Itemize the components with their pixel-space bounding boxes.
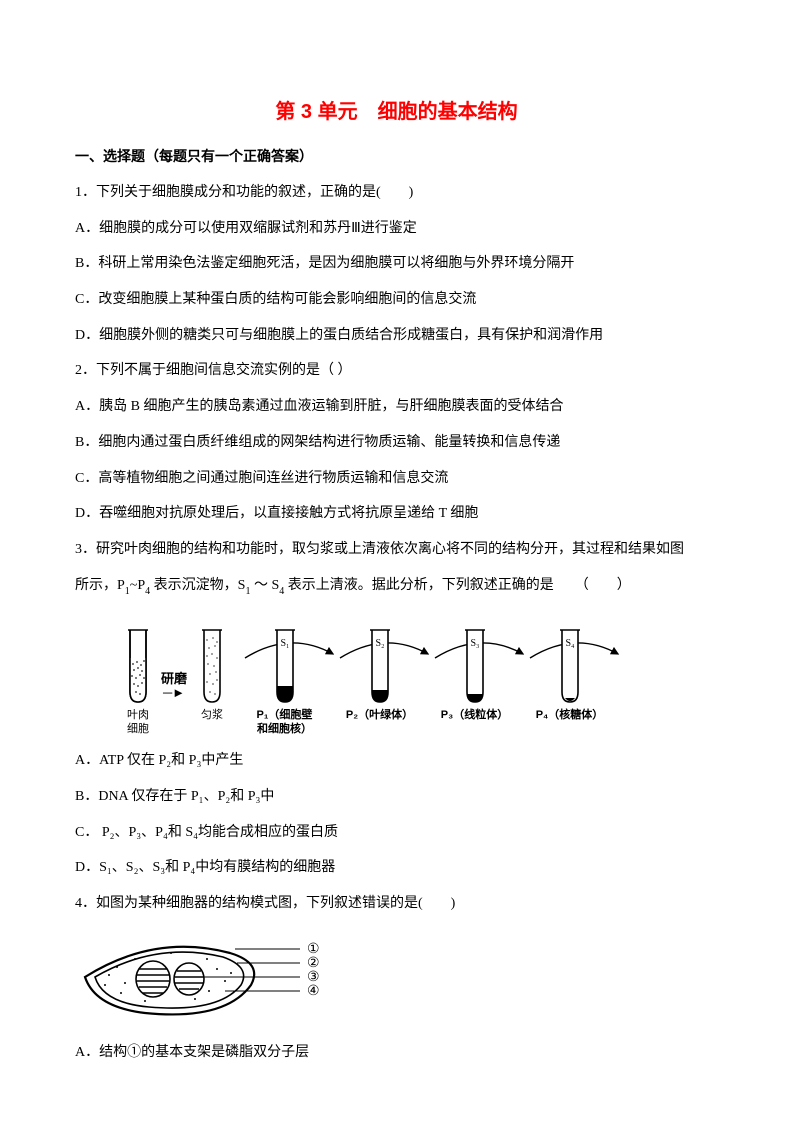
page: 第 3 单元 细胞的基本结构 一、选择题（每题只有一个正确答案） 1．下列关于细… xyxy=(0,0,793,1122)
q2-opt-a: A．胰岛 B 细胞产生的胰岛素通过血液运输到肝脏，与肝细胞膜表面的受体结合 xyxy=(75,396,718,418)
mito-label-1: ① xyxy=(307,942,320,957)
q2-opt-b: B．细胞内通过蛋白质纤维组成的网架结构进行物质运输、能量转换和信息传递 xyxy=(75,432,718,454)
q4-stem: 4．如图为某种细胞器的结构模式图，下列叙述错误的是( ) xyxy=(75,893,718,915)
tube-5-label: P₃（线粒体） xyxy=(441,709,508,723)
tube-1-label: 叶肉细胞 xyxy=(127,709,149,737)
grind-arrow: 研磨 ─► xyxy=(161,668,187,700)
unit-title: 第 3 单元 细胞的基本结构 xyxy=(75,95,718,124)
tube-6-label: P₄（核糖体） xyxy=(536,709,604,723)
q3-opt-d: D．S₁、S₂、S₃和 P₄中均有膜结构的细胞器 xyxy=(75,857,718,879)
q3-sub4: 4 xyxy=(279,586,284,597)
q1-opt-c: C．改变细胞膜上某种蛋白质的结构可能会影响细胞间的信息交流 xyxy=(75,289,718,311)
s3-tag: S₃ xyxy=(470,638,479,649)
q3-opt-c: C． P₂、P₃、P₄和 S₄均能合成相应的蛋白质 xyxy=(75,822,718,844)
centrifuge-diagram: 叶肉细胞 研磨 ─► xyxy=(115,628,718,737)
q3-sub2: 4 xyxy=(145,586,150,597)
tube-1: 叶肉细胞 xyxy=(115,628,161,737)
tube-2-label: 匀浆 xyxy=(201,709,223,723)
q1-stem: 1．下列关于细胞膜成分和功能的叙述，正确的是( ) xyxy=(75,182,718,204)
tube-2: 匀浆 xyxy=(187,628,237,723)
q2-stem: 2．下列不属于细胞间信息交流实例的是（ ） xyxy=(75,360,718,382)
q3-stem-line2: 所示，P1~P4 表示沉淀物，S1 ～ S4 表示上清液。据此分析，下列叙述正确… xyxy=(75,575,718,598)
q3-stem-2b: ~P xyxy=(130,578,145,593)
organelle-diagram: ① ② ③ ④ xyxy=(75,929,718,1030)
q3-opt-a: A．ATP 仅在 P₂和 P₃中产生 xyxy=(75,750,718,772)
mito-label-3: ③ xyxy=(307,970,320,985)
q2-opt-c: C．高等植物细胞之间通过胞间连丝进行物质运输和信息交流 xyxy=(75,468,718,490)
s4-tag: S₄ xyxy=(565,638,575,649)
q3-stem-2a: 所示，P xyxy=(75,578,125,593)
q1-opt-d: D．细胞膜外侧的糖类只可与细胞膜上的蛋白质结合形成糖蛋白，具有保护和润滑作用 xyxy=(75,325,718,347)
q3-sub1: 1 xyxy=(125,586,130,597)
q1-opt-b: B．科研上常用染色法鉴定细胞死活，是因为细胞膜可以将细胞与外界环境分隔开 xyxy=(75,253,718,275)
mito-label-2: ② xyxy=(307,956,320,971)
q3-stem-line1: 3．研究叶肉细胞的结构和功能时，取匀浆或上清液依次离心将不同的结构分开，其过程和… xyxy=(75,539,718,561)
s1-tag: S₁ xyxy=(280,638,289,649)
tube-4-label: P₂（叶绿体） xyxy=(346,709,413,723)
section-heading: 一、选择题（每题只有一个正确答案） xyxy=(75,146,718,166)
q1-opt-a: A．细胞膜的成分可以使用双缩脲试剂和苏丹Ⅲ进行鉴定 xyxy=(75,218,718,240)
mito-label-4: ④ xyxy=(307,984,320,999)
q3-stem-2e: 表示上清液。据此分析，下列叙述正确的是 （ ） xyxy=(284,578,631,593)
q3-stem-2c: 表示沉淀物，S xyxy=(150,578,245,593)
q3-opt-b: B．DNA 仅存在于 P₁、P₂和 P₃中 xyxy=(75,786,718,808)
q4-opt-a: A．结构①的基本支架是磷脂双分子层 xyxy=(75,1042,718,1064)
q3-stem-2d: ～ S xyxy=(250,578,279,593)
q3-sub3: 1 xyxy=(245,586,250,597)
tube-3-label: P₁（细胞壁和细胞核） xyxy=(257,709,313,737)
q2-opt-d: D．吞噬细胞对抗原处理后，以直接接触方式将抗原呈递给 T 细胞 xyxy=(75,503,718,525)
s2-tag: S₂ xyxy=(375,638,384,649)
